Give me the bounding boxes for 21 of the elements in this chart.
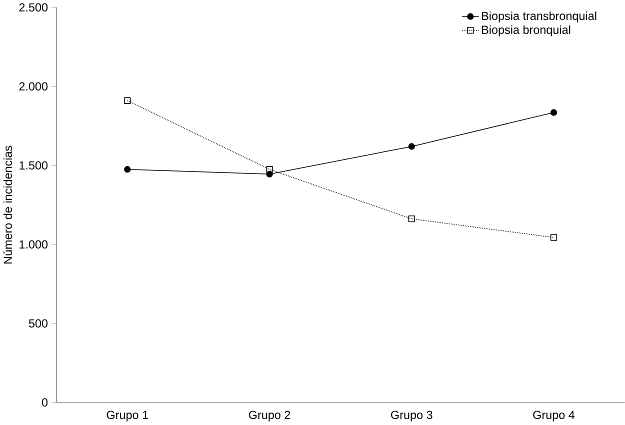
legend-label: Biopsia bronquial (482, 26, 570, 36)
point (124, 97, 131, 104)
x-tick-label: Grupo 1 (106, 410, 148, 422)
point (408, 143, 415, 150)
legend-label: Biopsia transbronquial (482, 12, 596, 23)
point (266, 166, 273, 173)
y-tick-label: 1.500 (20, 161, 48, 170)
point (550, 109, 558, 116)
y-tick-label: 500 (28, 319, 48, 328)
y-tick-label: 0 (42, 398, 48, 407)
x-tick-label: Grupo 3 (391, 410, 432, 422)
x-tick-label: Grupo 4 (533, 410, 575, 422)
y-tick-label: 2.000 (19, 82, 48, 91)
y-axis-title: Número de incidencias (3, 146, 12, 264)
point (550, 234, 558, 241)
x-tick-label: Grupo 2 (248, 410, 290, 422)
y-tick-label: 2.500 (19, 3, 48, 12)
y-tick-label: 1.000 (20, 240, 48, 249)
point (124, 166, 131, 173)
point (266, 170, 273, 178)
point (408, 216, 415, 222)
